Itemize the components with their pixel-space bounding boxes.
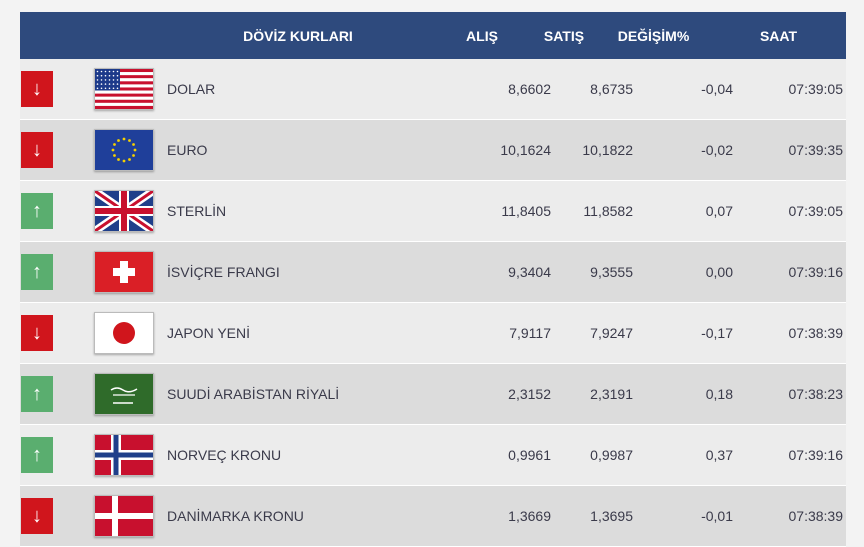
change-percent: -0,02 — [701, 142, 733, 158]
table-row[interactable]: ↑ SUUDİ ARABİSTAN RİYALİ 2,3152 2,3191 0,18 0… — [20, 364, 846, 425]
table-row[interactable]: ↓ DANİMARKA KRONU 1,3669 1,3695 -0,01 07:38:3… — [20, 486, 846, 547]
direction-cell: ↓ — [20, 132, 94, 168]
direction-cell: ↓ — [20, 315, 94, 351]
flag-cell — [94, 190, 167, 232]
direction-cell: ↑ — [20, 376, 94, 412]
arrow-down-icon: ↓ — [21, 132, 53, 168]
header-satis: SATIŞ — [543, 27, 585, 44]
change-percent: -0,17 — [701, 325, 733, 341]
update-time: 07:38:39 — [788, 508, 844, 524]
buy-rate: 10,1624 — [500, 142, 551, 158]
flag-cell — [94, 68, 167, 110]
change-percent: 0,07 — [705, 203, 733, 219]
currency-name[interactable]: DANİMARKA KRONU — [167, 508, 304, 524]
update-time: 07:39:16 — [788, 264, 844, 280]
arrow-down-icon: ↓ — [21, 71, 53, 107]
currency-name[interactable]: JAPON YENİ — [167, 325, 250, 341]
arrow-up-icon: ↑ — [21, 193, 53, 229]
buy-rate: 8,6602 — [508, 81, 551, 97]
buy-rate: 0,9961 — [508, 447, 551, 463]
direction-cell: ↑ — [20, 254, 94, 290]
update-time: 07:39:16 — [788, 447, 844, 463]
change-percent: 0,18 — [705, 386, 733, 402]
buy-rate: 11,8405 — [501, 203, 551, 219]
jp-flag — [94, 312, 154, 354]
sell-rate: 10,1822 — [582, 142, 633, 158]
sa-flag — [94, 373, 154, 415]
buy-rate: 7,9117 — [509, 325, 551, 341]
direction-cell: ↓ — [20, 498, 94, 534]
change-percent: -0,04 — [701, 81, 733, 97]
update-time: 07:39:05 — [788, 203, 844, 219]
direction-cell: ↓ — [20, 71, 94, 107]
currency-name[interactable]: İSVİÇRE FRANGI — [167, 264, 280, 280]
table-body: ↓ DOLAR 8,6602 8,6735 -0,04 07:39:05 ↓ EURO 10,1… — [20, 59, 846, 547]
sell-rate: 2,3191 — [590, 386, 633, 402]
update-time: 07:39:05 — [788, 81, 844, 97]
update-time: 07:38:39 — [788, 325, 844, 341]
table-row[interactable]: ↑ İSVİÇRE FRANGI 9,3404 9,3555 0,00 07:39:16 — [20, 242, 846, 303]
sell-rate: 7,9247 — [590, 325, 633, 341]
flag-cell — [94, 312, 167, 354]
update-time: 07:38:23 — [788, 386, 844, 402]
table-row[interactable]: ↓ EURO 10,1624 10,1822 -0,02 07:39:35 — [20, 120, 846, 181]
sell-rate: 9,3555 — [590, 264, 633, 280]
update-time: 07:39:35 — [788, 142, 844, 158]
arrow-down-icon: ↓ — [21, 315, 53, 351]
table-row[interactable]: ↑ NORVEÇ KRONU 0,9961 0,9987 0,37 07:39:16 — [20, 425, 846, 486]
flag-cell — [94, 129, 167, 171]
flag-cell — [94, 495, 167, 537]
flag-cell — [94, 251, 167, 293]
flag-cell — [94, 373, 167, 415]
header-saat: SAAT — [759, 27, 798, 44]
header-degisim: DEĞİŞİM% — [617, 27, 690, 44]
currency-name[interactable]: SUUDİ ARABİSTAN RİYALİ — [167, 386, 340, 402]
change-percent: -0,01 — [701, 508, 733, 524]
change-percent: 0,37 — [705, 447, 733, 463]
buy-rate: 9,3404 — [508, 264, 551, 280]
arrow-up-icon: ↑ — [21, 437, 53, 473]
arrow-up-icon: ↑ — [21, 254, 53, 290]
dk-flag — [94, 495, 154, 537]
sell-rate: 0,9987 — [590, 447, 633, 463]
sell-rate: 8,6735 — [590, 81, 633, 97]
buy-rate: 2,3152 — [508, 386, 551, 402]
eu-flag — [94, 129, 154, 171]
direction-cell: ↑ — [20, 193, 94, 229]
change-percent: 0,00 — [705, 264, 733, 280]
table-header: DÖVİZ KURLARI ALIŞ SATIŞ DEĞİŞİM% SAAT — [20, 12, 846, 59]
arrow-down-icon: ↓ — [21, 498, 53, 534]
direction-cell: ↑ — [20, 437, 94, 473]
table-row[interactable]: ↓ JAPON YENİ 7,9117 7,9247 -0,17 07:38:39 — [20, 303, 846, 364]
arrow-up-icon: ↑ — [21, 376, 53, 412]
currency-name[interactable]: STERLİN — [167, 203, 227, 219]
sell-rate: 11,8582 — [583, 203, 633, 219]
currency-name[interactable]: NORVEÇ KRONU — [167, 447, 282, 463]
ch-flag — [94, 251, 154, 293]
table-row[interactable]: ↑ STERLİN 11,8405 11,8582 0,07 07:39:05 — [20, 181, 846, 242]
no-flag — [94, 434, 154, 476]
buy-rate: 1,3669 — [508, 508, 551, 524]
currency-table: DÖVİZ KURLARI ALIŞ SATIŞ DEĞİŞİM% SAAT ↓… — [20, 12, 846, 547]
currency-name[interactable]: DOLAR — [167, 81, 216, 97]
gb-flag — [94, 190, 154, 232]
table-row[interactable]: ↓ DOLAR 8,6602 8,6735 -0,04 07:39:05 — [20, 59, 846, 120]
us-flag — [94, 68, 154, 110]
currency-name[interactable]: EURO — [167, 142, 208, 158]
sell-rate: 1,3695 — [590, 508, 633, 524]
header-title: DÖVİZ KURLARI — [243, 27, 353, 44]
flag-cell — [94, 434, 167, 476]
header-alis: ALIŞ — [466, 27, 498, 44]
